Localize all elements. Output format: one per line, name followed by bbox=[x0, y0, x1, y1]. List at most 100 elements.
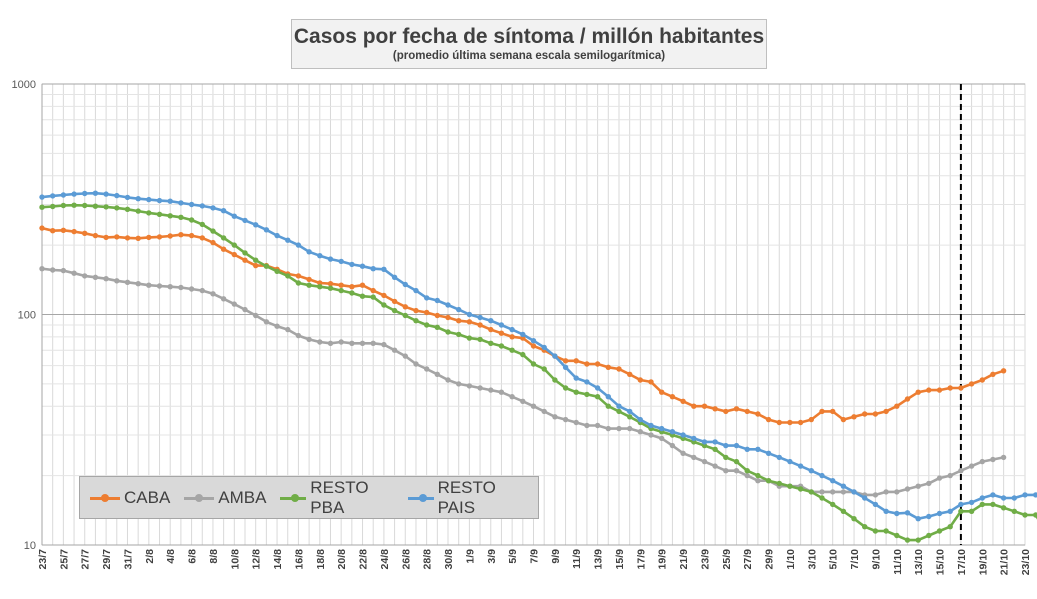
chart-subtitle: (promedio última semana escala semilogar… bbox=[392, 50, 666, 62]
data-point-caba bbox=[830, 408, 836, 415]
data-point-caba bbox=[231, 251, 237, 258]
series-resto-pba bbox=[39, 202, 1037, 543]
data-point-caba bbox=[124, 235, 131, 241]
data-point-caba bbox=[733, 406, 740, 412]
data-point-resto-pais bbox=[114, 192, 120, 199]
data-point-resto-pba bbox=[456, 331, 462, 338]
data-point-resto-pba bbox=[488, 340, 494, 346]
data-point-caba bbox=[584, 361, 590, 367]
data-point-resto-pais bbox=[317, 253, 323, 259]
data-point-resto-pba bbox=[808, 489, 814, 495]
data-point-resto-pba bbox=[968, 508, 975, 514]
data-point-caba bbox=[520, 335, 526, 341]
data-point-caba bbox=[306, 276, 312, 283]
data-point-resto-pba bbox=[103, 204, 109, 210]
data-point-caba bbox=[434, 312, 440, 319]
x-tick-label: 30/8 bbox=[443, 549, 455, 570]
data-point-resto-pais bbox=[306, 249, 312, 255]
data-point-resto-pais bbox=[552, 353, 558, 359]
data-point-amba bbox=[306, 336, 312, 343]
x-tick-label: 11/9 bbox=[571, 549, 583, 569]
legend-swatch-resto-pba bbox=[280, 492, 307, 504]
data-point-caba bbox=[691, 403, 697, 409]
x-tick-label: 21/10 bbox=[999, 549, 1011, 575]
data-point-caba bbox=[103, 234, 109, 241]
data-point-amba bbox=[402, 353, 408, 359]
data-point-caba bbox=[894, 403, 900, 409]
x-tick-label: 24/8 bbox=[379, 549, 391, 570]
data-point-amba bbox=[701, 458, 708, 465]
data-point-amba bbox=[156, 283, 163, 289]
data-point-resto-pais bbox=[263, 227, 270, 233]
data-point-resto-pba bbox=[701, 442, 708, 449]
data-point-resto-pba bbox=[520, 351, 526, 358]
x-tick-label: 13/10 bbox=[913, 549, 925, 575]
x-tick-label: 9/10 bbox=[870, 549, 882, 570]
data-point-resto-pais bbox=[327, 256, 334, 262]
x-tick-label: 1/9 bbox=[464, 549, 476, 564]
data-point-resto-pais bbox=[659, 425, 665, 432]
data-point-caba bbox=[744, 408, 750, 415]
data-point-amba bbox=[60, 267, 67, 274]
data-point-resto-pba bbox=[39, 204, 45, 210]
x-tick-label: 3/9 bbox=[486, 549, 498, 564]
data-point-caba bbox=[787, 419, 793, 426]
data-point-resto-pais bbox=[359, 263, 366, 269]
data-point-resto-pais bbox=[872, 501, 879, 508]
data-point-resto-pba bbox=[594, 394, 601, 400]
data-point-amba bbox=[434, 371, 440, 377]
x-tick-label: 20/8 bbox=[336, 549, 348, 570]
data-point-amba bbox=[50, 267, 56, 273]
data-point-resto-pais bbox=[242, 217, 248, 224]
data-point-amba bbox=[253, 312, 259, 319]
data-point-resto-pba bbox=[872, 528, 879, 534]
data-point-resto-pais bbox=[135, 196, 141, 202]
x-tick-label: 18/8 bbox=[315, 549, 327, 570]
data-point-caba bbox=[71, 228, 77, 235]
data-point-amba bbox=[199, 287, 205, 294]
data-point-resto-pais bbox=[797, 463, 804, 469]
data-point-resto-pais bbox=[894, 510, 900, 517]
data-point-caba bbox=[990, 371, 996, 377]
data-point-amba bbox=[1000, 454, 1007, 461]
data-point-caba bbox=[135, 235, 141, 241]
data-point-resto-pais bbox=[819, 472, 825, 479]
data-point-amba bbox=[359, 340, 366, 346]
x-tick-label: 27/7 bbox=[80, 549, 92, 570]
x-tick-label: 7/9 bbox=[529, 549, 541, 564]
data-point-resto-pba bbox=[253, 257, 259, 263]
legend-swatch-caba bbox=[90, 492, 120, 504]
data-point-resto-pais bbox=[669, 429, 676, 435]
data-point-resto-pba bbox=[862, 524, 868, 530]
data-point-caba bbox=[188, 232, 195, 239]
data-point-resto-pba bbox=[338, 287, 344, 294]
data-point-amba bbox=[210, 291, 216, 297]
data-point-resto-pais bbox=[445, 302, 451, 308]
data-point-amba bbox=[231, 301, 237, 307]
data-point-resto-pba bbox=[616, 408, 622, 415]
legend-label-resto-pais: RESTO PAIS bbox=[437, 477, 496, 517]
data-point-resto-pais bbox=[498, 322, 505, 328]
data-point-resto-pais bbox=[92, 190, 99, 196]
data-point-resto-pba bbox=[349, 290, 355, 296]
data-point-amba bbox=[349, 340, 355, 346]
data-point-caba bbox=[840, 416, 847, 423]
data-point-amba bbox=[498, 389, 505, 395]
data-point-resto-pba bbox=[402, 312, 408, 319]
data-point-resto-pba bbox=[317, 284, 323, 290]
data-point-resto-pba bbox=[71, 202, 77, 208]
data-point-caba bbox=[562, 358, 569, 364]
data-point-resto-pais bbox=[370, 266, 376, 272]
data-point-amba bbox=[381, 341, 387, 348]
data-point-resto-pais bbox=[220, 208, 227, 214]
data-point-caba bbox=[659, 389, 665, 395]
data-point-caba bbox=[872, 411, 879, 417]
data-point-amba bbox=[370, 340, 376, 346]
data-point-caba bbox=[573, 358, 579, 364]
data-point-resto-pba bbox=[114, 205, 120, 211]
data-point-amba bbox=[552, 414, 558, 420]
data-point-resto-pba bbox=[894, 532, 900, 539]
chart-title-box: Casos por fecha de síntoma / millón habi… bbox=[291, 19, 767, 69]
data-point-resto-pba bbox=[509, 347, 515, 353]
data-point-resto-pba bbox=[990, 501, 996, 508]
